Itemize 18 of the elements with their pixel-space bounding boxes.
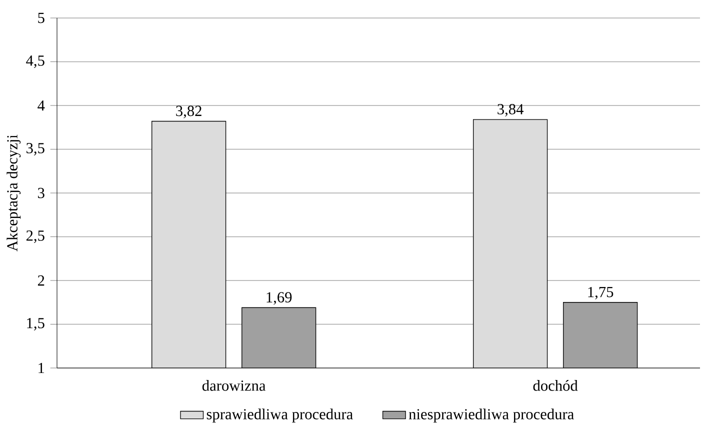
y-tick-label: 3 [38,188,44,198]
y-tick-label: 4 [38,100,45,111]
y-tick-label: 2 [38,275,44,286]
y-tick-label: 3,5 [26,142,44,156]
data-label: 1,69 [266,292,292,305]
y-tick-label: 4,5 [26,56,44,68]
legend-label: sprawiedliwa procedura [206,408,353,422]
data-label: 3,84 [498,104,524,117]
x-tick-label: dochód [533,380,578,391]
y-tick-label: 1 [38,362,44,374]
y-tick-label: 1,5 [27,318,44,330]
legend-label: niesprawiedliwa procedura [408,408,574,422]
y-tick-label: 5 [38,12,44,24]
data-label: 3,82 [176,106,202,118]
y-axis-title: Akceptacja decyzji [6,134,21,252]
x-tick-label: darowizna [202,380,266,391]
data-label: 1,75 [588,286,614,300]
y-tick-label: 2,5 [26,230,44,243]
